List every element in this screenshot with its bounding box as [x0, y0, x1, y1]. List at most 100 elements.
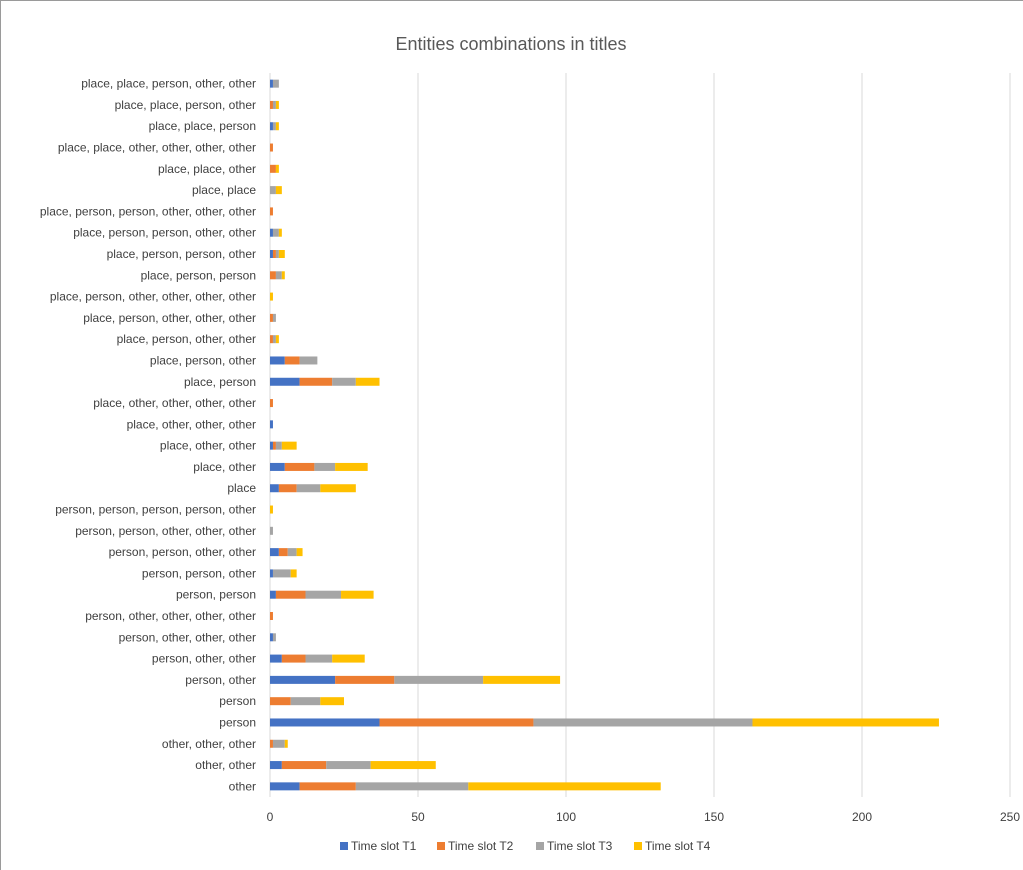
category-label: place, person, person, other, other — [73, 226, 256, 240]
category-label: person, person, other, other — [109, 545, 256, 559]
bar-segment-t3 — [272, 633, 276, 642]
bar-segment-t4 — [355, 377, 380, 386]
bar-segment-t2 — [278, 548, 288, 557]
bar-segment-t2 — [270, 739, 273, 748]
category-label: place, other, other, other, other — [93, 396, 256, 410]
bar-segment-t2 — [272, 441, 276, 450]
bar-segment-t1 — [270, 122, 273, 131]
category-label: place — [227, 481, 256, 495]
legend-swatch-t2 — [437, 842, 445, 850]
category-label: place, person, other, other, other, othe… — [50, 290, 256, 304]
x-tick-label-150: 150 — [704, 810, 724, 824]
bar-segment-t2 — [270, 612, 273, 620]
bar-segment-t4 — [341, 590, 374, 599]
bar-segment-t2 — [270, 697, 291, 706]
bar-segment-t3 — [272, 228, 279, 237]
bar-segment-t3 — [272, 122, 276, 131]
bar-segment-t4 — [281, 271, 285, 280]
x-tick-label-250: 250 — [1000, 810, 1020, 824]
bar-segment-t1 — [270, 484, 279, 493]
category-label: place, person, person, other — [107, 247, 256, 261]
bar-segment-t1 — [270, 377, 300, 386]
category-label: person, other, other, other, other — [85, 609, 256, 623]
category-label: place, other, other, other — [127, 417, 256, 431]
bar-segment-t3 — [270, 526, 273, 535]
bar-segment-t2 — [270, 399, 273, 408]
x-tick-label-50: 50 — [411, 810, 425, 824]
bar-segment-t1 — [270, 420, 273, 429]
bar-segment-t3 — [332, 377, 356, 386]
bar-segment-t3 — [272, 100, 276, 109]
category-label: other — [229, 779, 256, 793]
bar-segment-t3 — [394, 675, 484, 684]
bar-segment-t3 — [533, 718, 753, 727]
bar-segment-t4 — [275, 122, 279, 131]
bar-segment-t2 — [335, 675, 395, 684]
bar-segment-t1 — [270, 718, 380, 727]
x-tick-label-0: 0 — [267, 810, 274, 824]
legend-label-t3: Time slot T3 — [547, 839, 613, 853]
category-label: place, place, person — [149, 119, 256, 133]
bar-segment-t3 — [272, 569, 291, 578]
bar-segment-t2 — [270, 271, 276, 280]
bar-segment-t1 — [270, 462, 285, 471]
chart-title: Entities combinations in titles — [395, 34, 626, 54]
bar-segment-t2 — [299, 782, 356, 791]
bar-segment-t1 — [270, 675, 336, 684]
bar-segment-t3 — [272, 79, 279, 88]
bar-segment-t4 — [278, 250, 285, 258]
bar-segment-t2 — [270, 100, 273, 109]
category-label: person — [219, 694, 256, 708]
bar-segment-t1 — [270, 250, 273, 258]
category-label: place, person — [184, 375, 256, 389]
legend-swatch-t4 — [634, 842, 642, 850]
legend-label-t4: Time slot T4 — [645, 839, 711, 853]
bar-segment-t1 — [270, 356, 285, 365]
bar-segment-t4 — [275, 164, 279, 173]
bar-segment-t1 — [270, 441, 273, 450]
bar-segment-t2 — [299, 377, 333, 386]
x-tick-label-100: 100 — [556, 810, 576, 824]
category-label: person, person — [176, 588, 256, 602]
bar-segment-t3 — [275, 441, 282, 450]
legend-swatch-t3 — [536, 842, 544, 850]
bar-segment-t4 — [278, 228, 282, 237]
bar-segment-t4 — [281, 441, 297, 450]
bar-segment-t2 — [281, 761, 327, 770]
bar-segment-t3 — [270, 186, 276, 195]
bar-segment-t3 — [305, 590, 342, 599]
bar-segment-t4 — [296, 548, 303, 557]
category-label: person — [219, 715, 256, 729]
category-label: place, person, person — [141, 268, 256, 282]
bar-segment-t1 — [270, 590, 276, 599]
bar-segment-t3 — [314, 462, 336, 471]
bar-segment-t4 — [275, 100, 279, 109]
bar-segment-t2 — [270, 143, 273, 152]
category-label: other, other — [195, 758, 256, 772]
bar-segment-t3 — [275, 250, 279, 258]
bar-segment-t2 — [270, 313, 273, 322]
category-label: place, person, person, other, other, oth… — [40, 204, 256, 218]
category-label: person, person, person, person, other — [55, 503, 256, 517]
bar-segment-t3 — [296, 484, 321, 493]
bar-segment-t2 — [272, 250, 276, 258]
category-label: person, person, other — [142, 566, 256, 580]
category-label: place, other — [193, 460, 256, 474]
category-label: place, place — [192, 183, 256, 197]
bar-segment-t4 — [320, 484, 356, 493]
bar-segment-t4 — [275, 335, 279, 344]
bar-segment-t3 — [355, 782, 469, 791]
bar-segment-t1 — [270, 79, 273, 88]
bar-segment-t2 — [379, 718, 534, 727]
bar-segment-t4 — [335, 462, 368, 471]
category-label: place, place, person, other — [115, 98, 256, 112]
bar-segment-t2 — [270, 164, 276, 173]
bar-segment-t1 — [270, 654, 282, 663]
bar-segment-t1 — [270, 761, 282, 770]
bar-segment-t4 — [483, 675, 561, 684]
bar-segment-t4 — [290, 569, 297, 578]
bar-segment-t3 — [272, 335, 276, 344]
category-label: other, other, other — [162, 737, 256, 751]
bar-segment-t4 — [275, 186, 282, 195]
